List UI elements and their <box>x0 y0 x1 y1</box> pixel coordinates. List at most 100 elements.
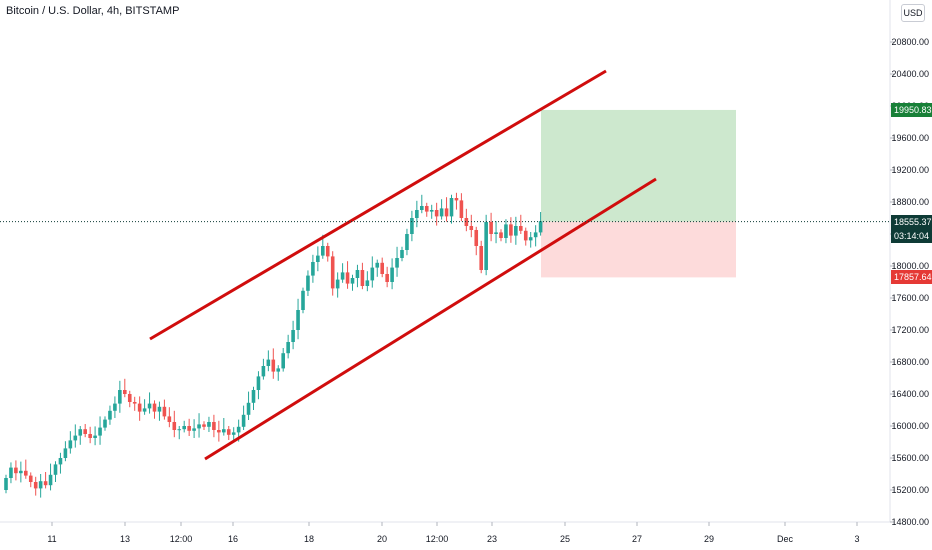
candle-body <box>266 359 271 366</box>
candle <box>14 460 18 481</box>
candle <box>533 225 538 247</box>
candle <box>256 371 261 400</box>
price-tick-label: 15200.00 <box>891 485 929 495</box>
candle <box>24 459 28 479</box>
candle-body <box>499 232 503 238</box>
candle-body <box>162 406 167 417</box>
candle <box>103 416 107 431</box>
candle-body <box>202 424 206 427</box>
candle <box>514 216 518 245</box>
candle-body <box>251 390 256 403</box>
candle-body <box>306 275 310 291</box>
price-tick-label: 15600.00 <box>891 453 929 463</box>
candle-body <box>370 267 375 281</box>
currency-unit-button[interactable]: USD <box>901 4 925 22</box>
candle <box>504 219 508 244</box>
candle <box>439 199 444 220</box>
candle <box>345 261 350 289</box>
candle <box>375 259 380 277</box>
candle-body <box>132 402 137 404</box>
candle-body <box>19 470 23 474</box>
candle-body <box>296 310 300 330</box>
candle <box>484 214 488 276</box>
candle <box>241 405 246 430</box>
candle <box>197 413 201 438</box>
candle-body <box>28 475 33 482</box>
candle <box>127 390 132 408</box>
candle <box>479 240 483 274</box>
candle-body <box>489 222 493 234</box>
candle-body <box>103 419 107 428</box>
candle-body <box>415 210 419 218</box>
candle <box>177 426 182 440</box>
candle <box>172 410 177 438</box>
candle <box>78 426 83 445</box>
candle <box>365 271 370 292</box>
candle <box>509 217 513 243</box>
candle <box>474 226 479 256</box>
candle <box>207 416 211 432</box>
candle-body <box>113 403 117 411</box>
candle <box>38 474 43 498</box>
candle <box>157 401 162 421</box>
candle <box>459 193 464 222</box>
candle-body <box>222 429 226 433</box>
candle <box>226 426 231 440</box>
candle <box>499 229 503 242</box>
candle-body <box>454 198 459 201</box>
candle-body <box>53 464 58 475</box>
time-tick-label: 12:00 <box>170 534 193 544</box>
candle <box>340 263 345 283</box>
candle <box>147 392 152 414</box>
price-tick-label: 19200.00 <box>891 165 929 175</box>
candle <box>449 194 454 224</box>
candle <box>217 420 221 442</box>
candle-body <box>479 246 483 270</box>
candle <box>276 365 281 381</box>
candle <box>355 264 360 288</box>
candle-body <box>355 270 360 278</box>
price-tick-label: 18000.00 <box>891 261 929 271</box>
candle <box>380 257 384 278</box>
time-tick-label: 25 <box>560 534 570 544</box>
channel-lower-line <box>204 177 657 461</box>
stop-zone <box>541 221 736 278</box>
candle <box>202 421 206 430</box>
candle-body <box>118 390 122 404</box>
candle <box>306 270 310 296</box>
candle-body <box>24 470 28 476</box>
candle <box>410 210 414 242</box>
candle-body <box>261 366 266 377</box>
candle <box>33 476 38 496</box>
candle-body <box>335 279 340 289</box>
candle-body <box>127 394 132 402</box>
candle <box>390 258 394 290</box>
candle-body <box>400 250 404 258</box>
candle-body <box>73 435 78 441</box>
target-price-badge: 19950.83 <box>891 102 932 117</box>
candle-body <box>192 428 196 431</box>
candle <box>246 391 251 420</box>
price-tick-label: 20800.00 <box>891 37 929 47</box>
price-tick-label: 19600.00 <box>891 133 929 143</box>
candle <box>261 358 266 380</box>
candle-body <box>509 224 513 236</box>
candle-body <box>311 262 315 276</box>
price-tick-label: 17200.00 <box>891 325 929 335</box>
candle <box>182 420 186 433</box>
candle <box>187 418 191 436</box>
candle-body <box>380 262 384 274</box>
candle <box>9 462 13 484</box>
candle <box>68 431 73 454</box>
candle-body <box>464 218 469 226</box>
candle <box>301 287 305 314</box>
candle <box>311 254 315 283</box>
candle-body <box>68 440 73 449</box>
candle <box>415 200 419 228</box>
candle-body <box>108 410 112 420</box>
candle <box>444 197 449 222</box>
candle-body <box>504 224 508 238</box>
candle <box>118 380 122 413</box>
candle <box>405 228 409 256</box>
